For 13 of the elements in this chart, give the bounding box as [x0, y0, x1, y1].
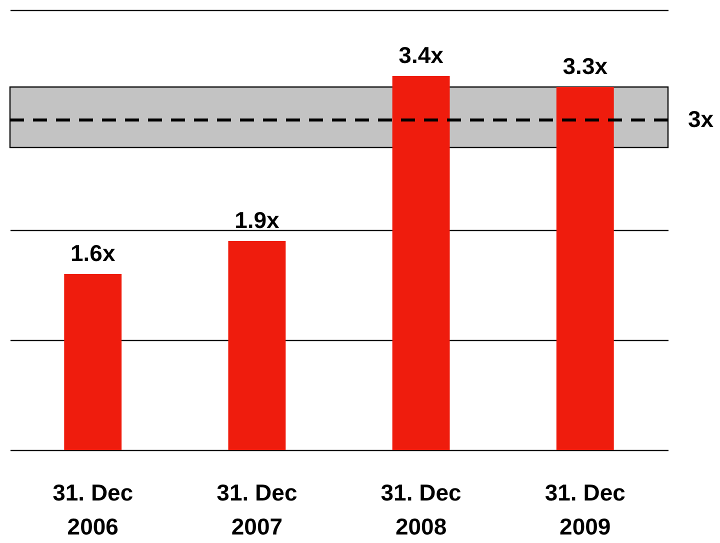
x-tick-label: 31. Dec 2007 — [216, 480, 298, 540]
bar — [228, 241, 286, 450]
data-label: 3.3x — [562, 53, 608, 79]
data-label: 1.6x — [70, 240, 116, 266]
x-tick-label: 31. Dec 2006 — [52, 480, 134, 540]
x-tick-label: 31. Dec 2008 — [380, 480, 462, 540]
x-tick-label: 31. Dec 2009 — [544, 480, 626, 540]
ref-line-label: 3x — [688, 106, 714, 132]
bar — [392, 76, 450, 450]
bar — [556, 87, 614, 450]
bar — [64, 274, 122, 450]
data-label: 3.4x — [398, 42, 444, 68]
data-label: 1.9x — [234, 207, 280, 233]
